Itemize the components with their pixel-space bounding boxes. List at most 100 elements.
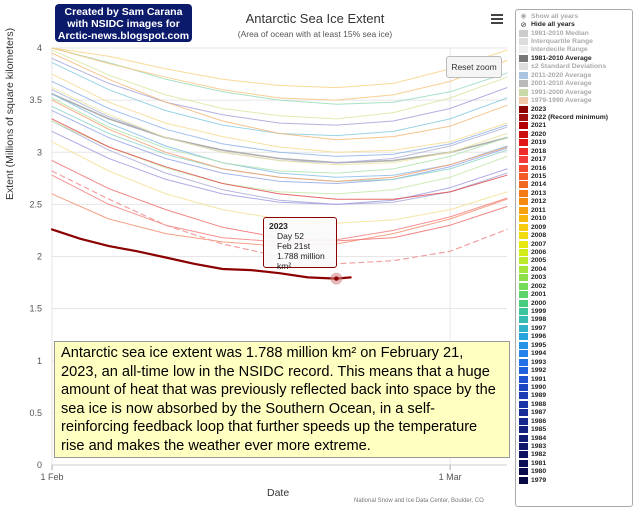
legend-label: 2022 (Record minimum): [531, 113, 609, 121]
series-line-1997: [51, 93, 508, 178]
credit-line: Created by Sam Carana: [64, 6, 183, 18]
tick-layer: 0 0.5 1 1.5 2 2.5 3 3.5 4 1 Feb 1 Mar: [29, 43, 461, 482]
series-line-1995: [51, 80, 508, 157]
legend-item[interactable]: 2015: [519, 172, 629, 181]
y-tick-label: 2: [37, 252, 42, 262]
legend-item[interactable]: 1998: [519, 316, 629, 324]
tooltip-value: 1.788 million km²: [277, 251, 325, 271]
series-line-2005: [51, 97, 508, 174]
legend-item[interactable]: 2006: [519, 248, 629, 256]
legend-item[interactable]: 1987: [519, 409, 629, 417]
legend-swatch: [519, 97, 528, 105]
legend-label: 2004: [531, 265, 547, 273]
legend-label: 2019: [531, 139, 547, 147]
legend-swatch: [519, 476, 528, 484]
legend-item[interactable]: 2008: [519, 231, 629, 240]
legend-item[interactable]: 2003: [519, 274, 629, 282]
hamburger-menu-icon[interactable]: [491, 14, 503, 26]
legend-item[interactable]: 1995: [519, 341, 629, 349]
legend-item[interactable]: 2022 (Record minimum): [519, 113, 629, 121]
legend-label: 2007: [531, 240, 547, 248]
legend-item[interactable]: 2019: [519, 139, 629, 147]
legend-item[interactable]: 2017: [519, 155, 629, 164]
legend-swatch: [519, 63, 528, 71]
legend-item[interactable]: 1992: [519, 366, 629, 375]
legend-item[interactable]: Interquartile Range: [519, 37, 629, 46]
y-tick-label: 4: [37, 43, 42, 53]
legend-item[interactable]: 1981: [519, 459, 629, 467]
legend-label: 2021: [531, 122, 547, 130]
legend-swatch: [519, 223, 528, 231]
legend-item[interactable]: 2009: [519, 223, 629, 231]
legend-item[interactable]: 1989: [519, 392, 629, 400]
series-line-2023: [50, 228, 352, 280]
legend-item[interactable]: 1997: [519, 324, 629, 332]
legend-swatch: [519, 468, 528, 476]
legend-item[interactable]: 2021: [519, 122, 629, 130]
legend-item[interactable]: 1982: [519, 451, 629, 459]
legend-swatch: [519, 459, 528, 467]
legend-label: 1994: [531, 350, 547, 358]
legend-label: 2009: [531, 223, 547, 231]
y-axis-label: Extent (Millions of square kilometers): [4, 27, 16, 200]
legend-label: 1993: [531, 358, 547, 366]
legend-item[interactable]: 1981-2010 Median: [519, 29, 629, 37]
legend-label: 2014: [531, 181, 547, 189]
legend-label: 1986: [531, 417, 547, 425]
legend-item[interactable]: 1984: [519, 434, 629, 442]
legend-item[interactable]: 1996: [519, 333, 629, 341]
legend-item[interactable]: 2005: [519, 257, 629, 265]
legend-item[interactable]: 1994: [519, 350, 629, 358]
legend-item[interactable]: 2010: [519, 215, 629, 223]
legend-swatch: [519, 257, 528, 265]
legend-item[interactable]: 1981-2010 Average: [519, 54, 629, 62]
legend-item[interactable]: 1979-1990 Average: [519, 96, 629, 105]
legend-item[interactable]: 2013: [519, 189, 629, 197]
legend-item[interactable]: 2011-2020 Average: [519, 71, 629, 79]
legend-item[interactable]: Interdecile Range: [519, 46, 629, 54]
legend-item[interactable]: 1988: [519, 400, 629, 408]
legend-item[interactable]: ⊘ Hide all years: [519, 20, 629, 29]
legend-item[interactable]: 1993: [519, 358, 629, 366]
legend-swatch: [519, 265, 528, 273]
legend-item[interactable]: 1983: [519, 442, 629, 451]
legend-label: Hide all years: [531, 21, 575, 29]
legend-item[interactable]: 2001-2010 Average: [519, 80, 629, 88]
legend-item[interactable]: 2000: [519, 299, 629, 307]
legend-item[interactable]: 2002: [519, 282, 629, 290]
legend-label: 1992: [531, 367, 547, 375]
legend-item[interactable]: 1991: [519, 375, 629, 383]
legend-swatch: [519, 451, 528, 459]
legend-swatch: [519, 181, 528, 189]
legend-item[interactable]: 2011: [519, 206, 629, 214]
legend-swatch: [519, 358, 528, 366]
annotation-box: Antarctic sea ice extent was 1.788 milli…: [54, 341, 510, 458]
series-layer: [50, 47, 508, 280]
legend-item[interactable]: 2020: [519, 130, 629, 138]
legend-item[interactable]: 2012: [519, 198, 629, 206]
legend-item[interactable]: 2016: [519, 164, 629, 172]
reset-zoom-button[interactable]: Reset zoom: [446, 56, 502, 78]
legend-item[interactable]: 2007: [519, 240, 629, 248]
legend-item[interactable]: 2018: [519, 147, 629, 155]
legend-label: 1995: [531, 341, 547, 349]
y-tick-label: 1: [37, 356, 42, 366]
menu-bar: [491, 22, 503, 24]
legend-item[interactable]: 1991-2000 Average: [519, 88, 629, 96]
legend-swatch: [519, 147, 528, 155]
legend-item[interactable]: 2004: [519, 265, 629, 273]
legend-item[interactable]: 1986: [519, 417, 629, 425]
legend-item[interactable]: ◉ Show all years: [519, 12, 629, 21]
legend-item[interactable]: 1999: [519, 307, 629, 316]
legend-label: 1984: [531, 434, 547, 442]
legend-item[interactable]: 2001: [519, 290, 629, 299]
legend-item[interactable]: 1985: [519, 425, 629, 434]
legend-swatch: [519, 383, 528, 391]
legend-item[interactable]: 1980: [519, 468, 629, 476]
legend-item[interactable]: 2023: [519, 105, 629, 113]
legend-item[interactable]: 1990: [519, 383, 629, 391]
legend-item[interactable]: 2014: [519, 181, 629, 189]
legend-item[interactable]: 1979: [519, 476, 629, 484]
legend-label: ±2 Standard Deviations: [531, 63, 607, 71]
legend-item[interactable]: ±2 Standard Deviations: [519, 63, 629, 71]
